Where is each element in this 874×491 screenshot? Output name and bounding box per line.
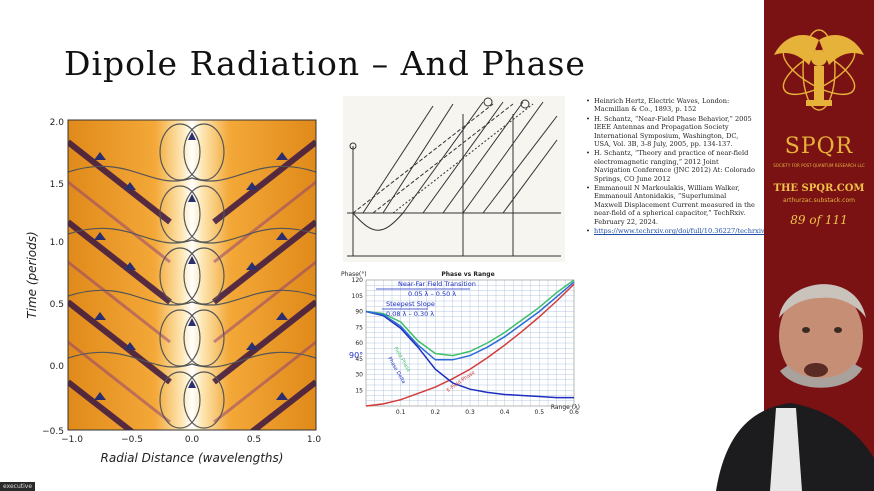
xtick: 1.0 (307, 435, 322, 445)
nf-transition-label: Near-Far Field Transition (398, 280, 476, 288)
spqr-eagle-logo (774, 29, 864, 111)
ytick: 75 (355, 324, 363, 331)
series-line (365, 283, 575, 407)
annotation-brackets (376, 288, 470, 310)
field-line-plot: −0.5 0.0 0.5 1.0 1.5 2.0 −1.0 −0.5 0.0 0… (25, 118, 321, 465)
reference-item: H. Schantz, “Near-Field Phase Behavior,”… (586, 115, 756, 149)
xtick: 0.2 (431, 409, 441, 416)
hertz-diagram (343, 96, 565, 262)
xtick: 0.6 (569, 409, 579, 416)
xtick: 0.3 (465, 409, 475, 416)
grid (366, 280, 574, 406)
steepest-range-label: 0.08 λ – 0.30 λ (386, 310, 434, 318)
xtick: 0.0 (185, 435, 200, 445)
ytick: −0.5 (42, 427, 64, 437)
ytick: 105 (352, 293, 364, 300)
slide: Dipole Radiation – And Phase (0, 0, 764, 491)
chart-x-label: Range (λ) (551, 404, 580, 411)
series-line (365, 310, 574, 399)
ytick: 0.0 (50, 362, 65, 372)
slide-title: Dipole Radiation – And Phase (64, 44, 586, 83)
wave-bands (68, 123, 316, 430)
chart-title: Phase vs Range (441, 271, 494, 278)
field-loops (68, 123, 316, 429)
left-x-ticks: −1.0 −0.5 0.0 0.5 1.0 (61, 435, 321, 445)
xtick: −1.0 (61, 435, 83, 445)
xtick: −0.5 (121, 435, 143, 445)
xtick: 0.5 (247, 435, 261, 445)
chart-x-ticks: 0.1 0.2 0.3 0.4 0.5 0.6 (396, 409, 579, 416)
spqr-wordmark: SPQR (784, 134, 854, 159)
ytick: 1.0 (50, 238, 65, 248)
slide-counter: 89 of 111 (790, 213, 848, 227)
direction-arrows (94, 132, 288, 400)
reference-link-item: https://www.techrxiv.org/doi/full/10.362… (586, 227, 850, 236)
spqr-site: THE SPQR.COM (773, 183, 865, 194)
ytick: 2.0 (50, 118, 65, 128)
xtick: 0.5 (535, 409, 545, 416)
chart-y-ticks: 15 30 45 60 75 90 105 120 (352, 277, 364, 394)
ytick: 60 (355, 340, 363, 347)
steepest-slope-label: Steepest Slope (386, 300, 435, 308)
video-name-tag: executive (0, 482, 36, 491)
y-axis-label: Time (periods) (25, 231, 39, 318)
ytick: 120 (352, 277, 364, 284)
xtick: 0.4 (500, 409, 510, 416)
series-line (365, 281, 575, 361)
phase-vs-range-chart: Phase vs Range Phase(°) Range (λ) 15 30 45… (341, 271, 580, 416)
nf-range-label: 0.05 λ – 0.50 λ (408, 290, 456, 298)
substack-link: arthurzac.substack.com (783, 197, 855, 204)
ytick: 90 (355, 309, 363, 316)
chart-y-label: Phase(°) (341, 271, 367, 278)
ytick: 30 (355, 372, 363, 379)
ytick: 1.5 (50, 180, 64, 190)
reference-item: H. Schantz, “Theory and practice of near… (586, 149, 756, 183)
x-axis-label: Radial Distance (wavelengths) (101, 451, 284, 465)
speaker-video (716, 284, 874, 491)
ytick: 0.5 (50, 300, 64, 310)
ytick: 15 (355, 387, 363, 394)
xtick: 0.1 (396, 409, 406, 416)
ytick: 45 (355, 356, 363, 363)
reference-item: Emmanouil N Markoulakis, William Walker,… (586, 184, 756, 226)
reference-link[interactable]: https://www.techrxiv.org/doi/full/10.362… (594, 227, 850, 236)
series-line (365, 279, 575, 357)
references-list: Heinrich Hertz, Electric Waves, London: … (586, 97, 850, 237)
series (365, 279, 575, 407)
reference-item: Heinrich Hertz, Electric Waves, London: … (586, 97, 756, 114)
left-y-ticks: −0.5 0.0 0.5 1.0 1.5 2.0 (42, 118, 64, 437)
spqr-tagline: SOCIETY FOR POST-QUANTUM RESEARCH LLC (773, 163, 865, 168)
ninety-degree-label: 90° (349, 351, 363, 360)
